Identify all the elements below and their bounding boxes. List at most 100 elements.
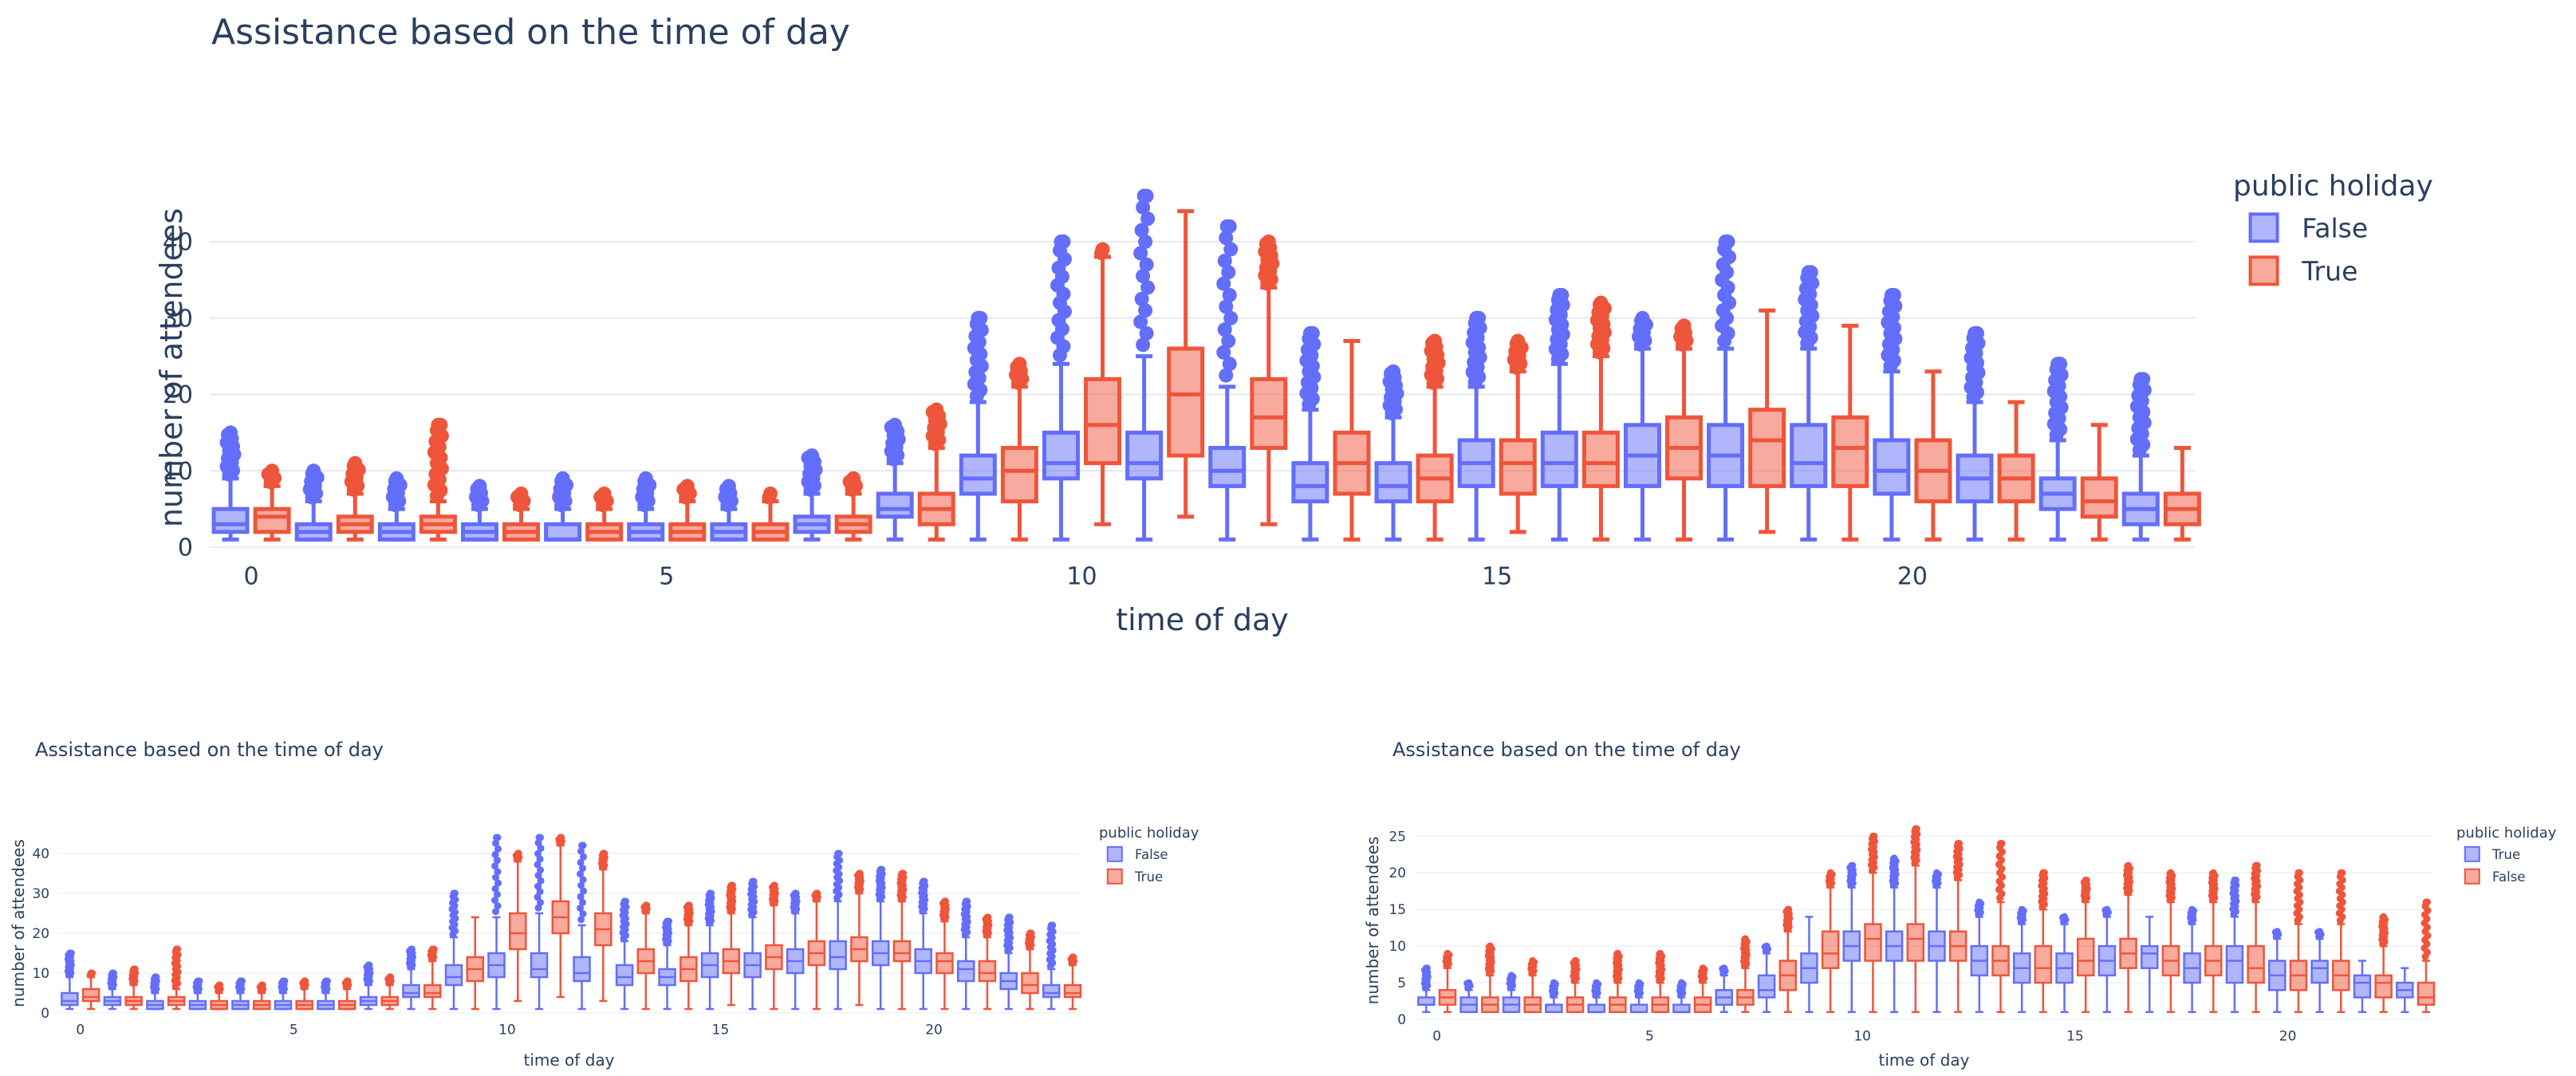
outlier-point (1635, 979, 1643, 987)
chart-title: Assistance based on the time of day (35, 739, 384, 761)
box-true-15 (2055, 912, 2074, 1014)
box-body (1250, 376, 1288, 451)
outlier-point (1133, 246, 1148, 261)
outlier-point (706, 889, 714, 897)
outlier-point (1676, 318, 1692, 333)
outlier-point (580, 887, 588, 895)
outlier-point (579, 865, 587, 873)
outlier-point (557, 834, 565, 841)
box-true-9 (1000, 357, 1038, 542)
series-false (61, 834, 1061, 1011)
box-false-20 (2289, 869, 2308, 1014)
box-true-20 (1914, 369, 1952, 542)
box-false-22 (2038, 357, 2077, 542)
box-body (1042, 983, 1061, 999)
outlier-point (258, 981, 266, 989)
outlier-point (343, 977, 351, 985)
outlier-point (1677, 979, 1685, 987)
outlier-point (1136, 269, 1151, 284)
outlier-point (1138, 303, 1153, 318)
outlier-point (1133, 314, 1148, 329)
box-false-23 (2121, 372, 2160, 542)
box-body (1042, 430, 1080, 481)
outlier-point (1801, 265, 1816, 280)
x-tick-label: 0 (1432, 1028, 1441, 1044)
outlier-point (279, 977, 287, 985)
box-body (253, 506, 291, 534)
outlier-point (1529, 957, 1537, 965)
box-true-3 (502, 486, 541, 542)
outlier-point (762, 486, 778, 501)
x-axis-label: time of day (1879, 1050, 1970, 1070)
outlier-point (534, 893, 542, 901)
series-true (1417, 854, 2414, 1014)
box-false-5 (627, 471, 665, 542)
box-true-10 (1842, 861, 1861, 1014)
box-body (1063, 983, 1082, 999)
outlier-point (577, 881, 585, 889)
outlier-point (2422, 898, 2430, 906)
outlier-point (620, 897, 628, 905)
outlier-point (494, 845, 502, 853)
y-tick-label: 30 (32, 886, 49, 902)
box-body (211, 506, 250, 534)
x-tick-label: 15 (712, 1022, 730, 1038)
outlier-point (2039, 869, 2047, 877)
box-body (444, 964, 463, 987)
box-false-19 (1790, 265, 1828, 542)
outlier-point (1718, 235, 1733, 250)
box-body (1374, 461, 1412, 504)
box-body (1499, 438, 1537, 496)
outlier-point (1219, 231, 1234, 246)
outlier-point (1054, 235, 1069, 250)
outlier-point (577, 916, 585, 924)
legend-swatch-false (2248, 212, 2279, 243)
x-tick-label: 20 (1897, 563, 1928, 591)
box-true-19 (1831, 323, 1869, 542)
outlier-point (1140, 280, 1156, 295)
box-true-14 (679, 901, 698, 1011)
box-true-2 (1502, 972, 1521, 1014)
box-false-17 (786, 889, 805, 1011)
box-body (1417, 996, 1436, 1006)
box-true-22 (1021, 929, 1039, 1011)
box-true-19 (2225, 876, 2244, 1014)
outlier-point (846, 471, 861, 486)
chart-title: Assistance based on the time of day (211, 12, 850, 53)
box-true-17 (1665, 318, 1704, 542)
series-true (81, 834, 1082, 1011)
outlier-point (1444, 949, 1451, 957)
outlier-point (2337, 869, 2345, 877)
box-true-23 (1063, 953, 1082, 1011)
box-false-10 (487, 834, 506, 1011)
box-body (2140, 944, 2159, 969)
outlier-point (1486, 942, 1494, 950)
box-false-7 (793, 448, 831, 542)
box-false-13 (615, 897, 634, 1011)
box-body (935, 952, 954, 975)
outlier-point (1571, 957, 1579, 965)
outlier-point (555, 471, 570, 486)
box-false-22 (2374, 912, 2393, 1014)
outlier-point (1635, 310, 1650, 325)
y-tick-label: 20 (32, 926, 49, 942)
outlier-point (492, 873, 500, 881)
outlier-point (151, 973, 159, 981)
x-tick-label: 5 (1645, 1028, 1654, 1044)
box-body (1748, 408, 1786, 488)
box-false-15 (1457, 310, 1495, 542)
outlier-point (87, 969, 95, 977)
outlier-point (2209, 869, 2217, 877)
outlier-point (1005, 913, 1013, 921)
outlier-point (1221, 333, 1236, 349)
outlier-point (389, 471, 404, 486)
box-body (1084, 376, 1122, 466)
outlier-point (321, 977, 329, 985)
outlier-point (2018, 905, 2026, 913)
outlier-point (579, 910, 587, 918)
outlier-point (1386, 364, 1401, 379)
outlier-point (679, 479, 695, 494)
box-true-5 (668, 479, 707, 542)
outlier-point (407, 945, 415, 953)
outlier-point (1222, 288, 1237, 303)
